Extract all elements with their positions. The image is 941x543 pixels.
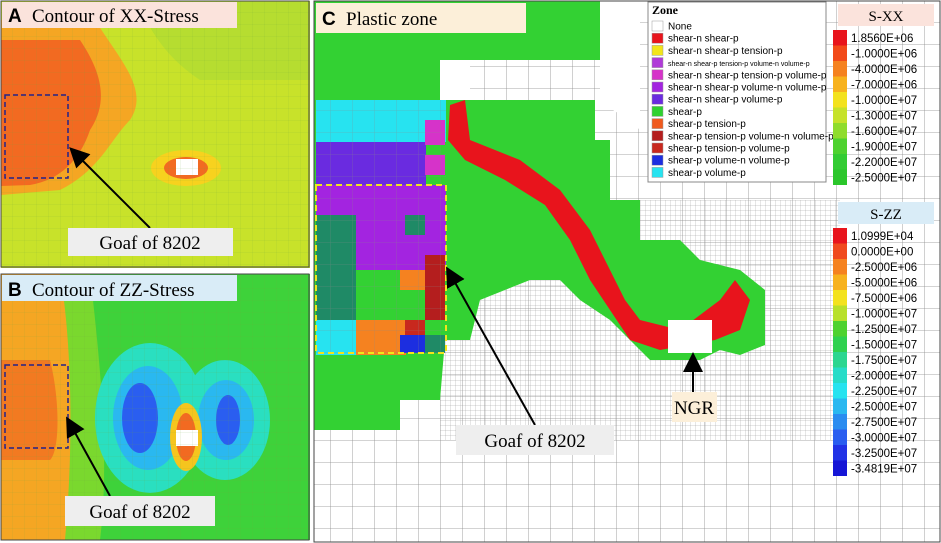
colorbar-swatch bbox=[833, 336, 847, 352]
colorbar-label: -3.2500E+07 bbox=[851, 448, 917, 460]
legend-label: shear-p volume-n volume-p bbox=[668, 156, 790, 167]
colorbar-label: -2.2000E+07 bbox=[851, 157, 917, 169]
colorbar-label: -3.0000E+07 bbox=[851, 433, 917, 445]
panel-b: B Contour of ZZ-Stress Goaf of 8202 bbox=[0, 273, 310, 541]
colorbar-label: -1.6000E+07 bbox=[851, 126, 917, 138]
colorbar-label: -1.5000E+07 bbox=[851, 340, 917, 352]
legend-swatch bbox=[651, 154, 664, 166]
legend-label: None bbox=[668, 22, 692, 33]
legend-swatch bbox=[651, 130, 664, 142]
colorbar-swatch bbox=[833, 429, 847, 445]
colorbar-label: -3.4819E+07 bbox=[851, 464, 917, 476]
colorbar-swatch bbox=[833, 274, 847, 290]
colorbar-swatch bbox=[833, 445, 847, 461]
legend-label: shear-p bbox=[668, 107, 702, 118]
legend-swatch bbox=[651, 106, 664, 117]
legend-label: shear-n shear-p volume-p bbox=[668, 95, 783, 106]
legend-label: shear-p volume-p bbox=[668, 168, 746, 179]
colorbar-label: -5.0000E+06 bbox=[851, 278, 917, 290]
legend-label: shear-n shear-p tension-p bbox=[668, 46, 783, 57]
colorbar-swatch bbox=[833, 123, 847, 139]
colorbar-title-bg bbox=[838, 202, 934, 224]
legend-swatch bbox=[651, 167, 664, 178]
colorbar-title: S-ZZ bbox=[870, 207, 902, 223]
colorbar-title-bg bbox=[838, 4, 934, 26]
colorbar-label: -1.0000E+06 bbox=[851, 49, 917, 61]
colorbar-label: -4.0000E+06 bbox=[851, 64, 917, 76]
colorbar-swatch bbox=[833, 321, 847, 337]
legend-title: Zone bbox=[652, 3, 679, 17]
legend-label: shear-n shear-p bbox=[668, 34, 739, 45]
colorbar-swatch bbox=[833, 352, 847, 368]
colorbar-swatch bbox=[833, 107, 847, 123]
colorbar-label: -1.3000E+07 bbox=[851, 111, 917, 123]
legend-label: shear-n shear-p volume-n volume-p bbox=[668, 83, 827, 94]
panel-title: Plastic zone bbox=[346, 9, 437, 30]
colorbar-swatch bbox=[833, 243, 847, 259]
legend-swatch bbox=[651, 69, 664, 81]
colorbar-label: -1.0000E+07 bbox=[851, 95, 917, 107]
colorbar-label: 1.8560E+06 bbox=[851, 33, 913, 45]
panel-letter: C bbox=[322, 9, 336, 30]
colorbar-swatch bbox=[833, 228, 847, 244]
annotation: NGR bbox=[674, 398, 714, 419]
colorbar-label: -2.7500E+07 bbox=[851, 417, 917, 429]
colorbar-swatch bbox=[833, 383, 847, 399]
colorbar-label: -1.9000E+07 bbox=[851, 142, 917, 154]
colorbar-label: -2.5000E+07 bbox=[851, 173, 917, 185]
colorbar-swatch bbox=[833, 398, 847, 414]
colorbar-label: -7.5000E+06 bbox=[851, 293, 917, 305]
colorbar-label: 0.0000E+00 bbox=[851, 247, 913, 259]
legend-swatch bbox=[651, 45, 664, 56]
colorbar-label: -2.5000E+07 bbox=[851, 402, 917, 414]
colorbar-label: -2.5000E+06 bbox=[851, 262, 917, 274]
colorbar-label: -7.0000E+06 bbox=[851, 80, 917, 92]
legend-label: shear-n shear-p tension-p volume-n volum… bbox=[668, 61, 810, 68]
legend-label: shear-n shear-p tension-p volume-p bbox=[668, 70, 827, 81]
colorbar-label: -1.2500E+07 bbox=[851, 324, 917, 336]
panel-a: A Contour of XX-Stress Goaf of 8202 bbox=[0, 0, 310, 268]
colorbar-swatch bbox=[833, 138, 847, 154]
colorbar-swatch bbox=[833, 169, 847, 185]
legend-label: shear-p tension-p bbox=[668, 119, 746, 130]
legend-swatch bbox=[651, 142, 664, 154]
legend-label: shear-p tension-p volume-p bbox=[668, 144, 790, 155]
colorbar-label: -2.0000E+07 bbox=[851, 371, 917, 383]
annotation: Goaf of 8202 bbox=[89, 502, 190, 523]
legend-swatch bbox=[651, 20, 664, 32]
legend-label: shear-p tension-p volume-n volume-p bbox=[668, 131, 834, 142]
panel-title: Contour of ZZ-Stress bbox=[32, 280, 195, 301]
legend-swatch bbox=[651, 118, 664, 129]
panel-letter: A bbox=[8, 6, 22, 27]
colorbar-swatch bbox=[833, 290, 847, 306]
colorbar-label: -1.7500E+07 bbox=[851, 355, 917, 367]
colorbar-swatch bbox=[833, 92, 847, 108]
colorbar-swatch bbox=[833, 30, 847, 46]
colorbar-swatch bbox=[833, 61, 847, 77]
colorbars: S-XX 1.8560E+06 -1.0000E+06 -4.0000E+06 -7.0… bbox=[833, 4, 934, 476]
annotation: Goaf of 8202 bbox=[99, 233, 200, 254]
panel-letter: B bbox=[8, 280, 22, 301]
colorbar-swatch bbox=[833, 367, 847, 383]
annotation: Goaf of 8202 bbox=[484, 431, 585, 452]
legend-swatch bbox=[651, 32, 664, 44]
colorbar-swatch bbox=[833, 76, 847, 92]
colorbar-title: S-XX bbox=[868, 9, 903, 25]
legend-swatch bbox=[651, 93, 664, 105]
legend-swatch bbox=[651, 81, 664, 93]
colorbar-swatch bbox=[833, 45, 847, 61]
colorbar-label: 1.0999E+04 bbox=[851, 231, 914, 243]
colorbar-swatch bbox=[833, 154, 847, 170]
colorbar-swatch bbox=[833, 305, 847, 321]
panel-title: Contour of XX-Stress bbox=[32, 6, 199, 27]
legend-swatch bbox=[651, 57, 664, 68]
colorbar-label: -1.0000E+07 bbox=[851, 309, 917, 321]
colorbar-label: -2.2500E+07 bbox=[851, 386, 917, 398]
colorbar-swatch bbox=[833, 259, 847, 275]
colorbar-swatch bbox=[833, 414, 847, 430]
colorbar-swatch bbox=[833, 460, 847, 476]
